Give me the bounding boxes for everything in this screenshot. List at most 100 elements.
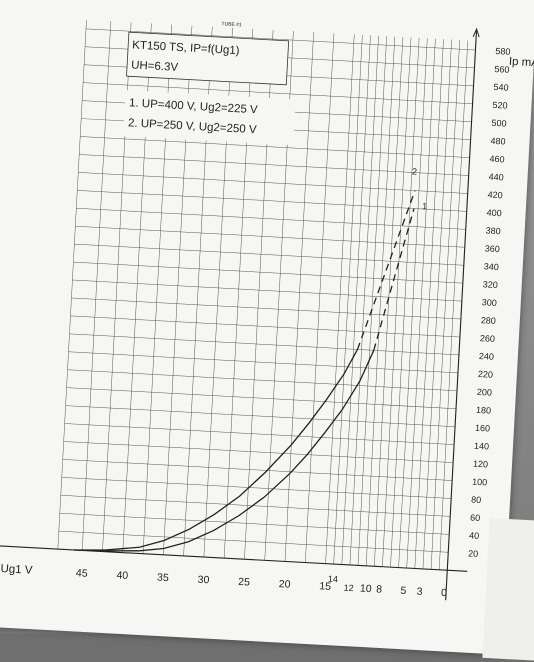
header-stamp: TUBE #1	[221, 21, 242, 28]
chart-svg: 2040608010012014016018020022024026028030…	[0, 19, 534, 601]
x-tick-label: 35	[157, 572, 169, 585]
grid-line-h	[69, 333, 459, 356]
grid-line-v	[438, 40, 469, 570]
y-tick-label: 60	[470, 512, 481, 523]
series-1-dashed	[373, 208, 415, 351]
y-axis-line	[445, 30, 478, 601]
x-tick-label: 15	[319, 580, 331, 593]
grid-line-h	[63, 441, 454, 463]
y-tick-label: 400	[486, 208, 502, 219]
grid-line-h	[72, 279, 462, 302]
curve-label-2: 2	[412, 166, 418, 176]
x-tick-label: 25	[238, 576, 250, 589]
x-tick-label: 10	[360, 583, 372, 596]
grid-line-v	[398, 38, 428, 568]
y-tick-label: 480	[490, 136, 506, 147]
y-tick-label: 360	[484, 243, 500, 254]
y-tick-label: 120	[473, 459, 489, 470]
y-tick-label: 140	[474, 441, 490, 452]
x-tick-label: 14	[328, 574, 339, 585]
y-tick-label: 340	[483, 261, 499, 272]
legend-box	[123, 90, 296, 146]
y-tick-label: 40	[469, 530, 480, 541]
x-tick-label: 5	[400, 585, 407, 597]
y-tick-label: 220	[478, 369, 494, 380]
y-tick-label: 560	[494, 64, 510, 75]
series-2-dashed	[356, 190, 416, 350]
y-tick-label: 180	[476, 405, 492, 416]
grid-line-h	[62, 459, 453, 481]
series-1-solid	[74, 350, 375, 552]
grid-line-h	[73, 261, 463, 284]
y-tick-label: 420	[487, 190, 503, 201]
grid-line-v	[382, 37, 412, 567]
chart-series	[74, 190, 416, 552]
grid-line-h	[71, 297, 461, 320]
grid-line-v	[81, 21, 112, 551]
grid-line-h	[79, 154, 469, 176]
y-tick-label: 580	[495, 46, 511, 57]
grid-line-v	[333, 34, 363, 565]
x-tick-label: 20	[278, 578, 290, 591]
grid-line-h	[78, 172, 468, 194]
y-tick-label: 280	[481, 315, 497, 326]
grid-line-h	[70, 315, 460, 338]
y-tick-label: 500	[491, 118, 507, 129]
grid-line-v	[349, 35, 379, 565]
grid-line-v	[414, 39, 444, 569]
grid-line-v	[365, 36, 396, 566]
grid-line-h	[66, 387, 457, 410]
y-tick-label: 520	[492, 100, 508, 111]
grid-line-v	[305, 33, 335, 563]
grid-line-v	[325, 34, 355, 564]
y-axis-arrow	[472, 27, 480, 38]
y-tick-labels: 20 40 60 80 100 120 140 160 180 200 220 240 260 280 30…	[468, 46, 511, 559]
x-tick-label: 40	[116, 569, 128, 582]
chart-axes	[0, 27, 480, 601]
x-tick-label: 30	[197, 574, 209, 587]
curve-label-1: 1	[422, 201, 428, 211]
grid-line-v	[406, 38, 436, 569]
chart-area: 20 40 60 80 100 120 140 160 180 200 220 240 260 280 30…	[0, 19, 534, 601]
grid-line-h	[67, 369, 458, 392]
grid-line-h	[74, 243, 464, 266]
y-axis-label: Ip mA	[509, 56, 534, 70]
y-tick-label: 440	[488, 172, 504, 183]
grid-line-h	[75, 225, 465, 248]
y-tick-label: 240	[479, 351, 495, 362]
chart-grid	[57, 19, 477, 571]
y-tick-label: 320	[483, 279, 499, 290]
grid-line-v	[57, 19, 87, 550]
grid-line-h	[60, 495, 451, 517]
grid-line-h	[68, 351, 458, 374]
y-tick-label: 260	[480, 333, 496, 344]
y-tick-label: 160	[475, 423, 491, 434]
heater-voltage: UH=6.3V	[131, 59, 179, 74]
x-tick-label: 0	[441, 587, 448, 599]
title-box-frame	[126, 31, 290, 86]
y-tick-label: 100	[472, 477, 488, 488]
grid-line-v	[374, 37, 404, 567]
y-tick-label: 20	[468, 548, 479, 559]
grid-line-v	[390, 37, 420, 568]
x-axis-label: -Ug1 V	[0, 563, 33, 577]
grid-line-v	[422, 39, 452, 569]
y-tick-label: 80	[471, 495, 482, 506]
x-tick-label: 12	[343, 583, 354, 594]
grid-line-v	[430, 40, 460, 570]
x-tick-label: 3	[416, 586, 423, 598]
y-tick-label: 200	[477, 387, 493, 398]
y-tick-label: 300	[482, 297, 498, 308]
y-tick-label: 380	[485, 225, 501, 236]
grid-line-h	[64, 423, 455, 445]
grid-line-v	[357, 36, 387, 566]
y-tick-label: 460	[489, 154, 505, 165]
chart-title: KT150 TS, IP=f(Ug1)	[132, 39, 240, 57]
title-box: KT150 TS, IP=f(Ug1) UH=6.3V	[126, 31, 290, 86]
grid-line-v	[341, 35, 371, 565]
series-2-solid	[74, 349, 359, 551]
y-tick-label: 540	[493, 82, 509, 93]
grid-line-h	[65, 405, 456, 427]
x-tick-label: 45	[76, 567, 88, 580]
